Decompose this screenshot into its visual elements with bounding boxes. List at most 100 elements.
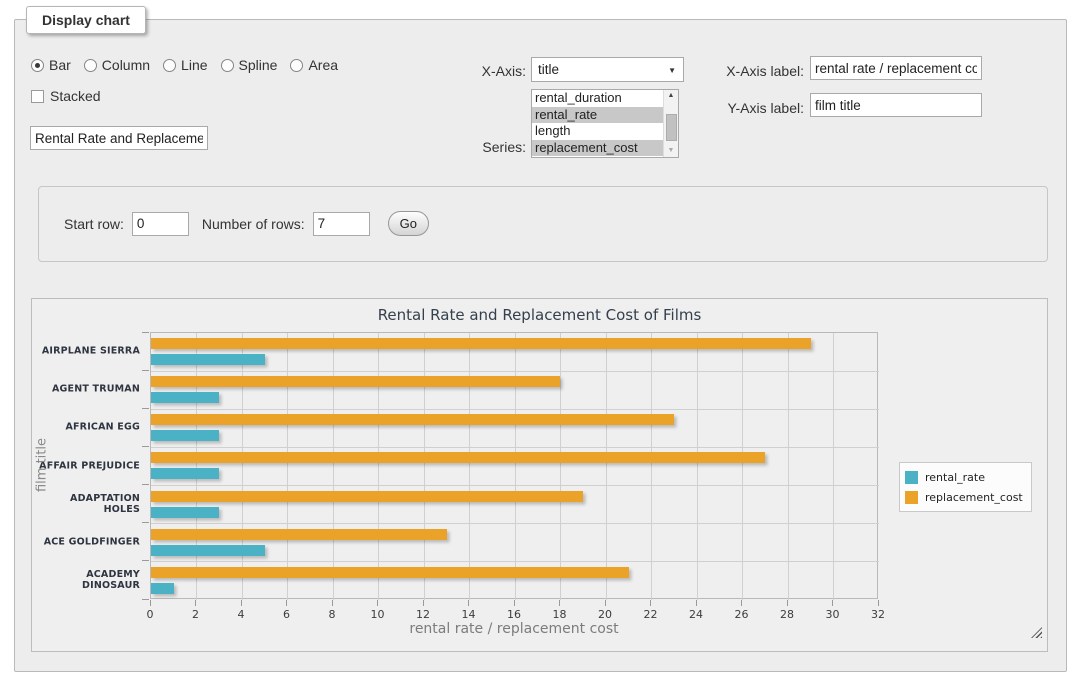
legend-label: replacement_cost bbox=[925, 491, 1023, 504]
gridline-vertical bbox=[833, 333, 834, 600]
bar-replacement_cost bbox=[151, 338, 811, 349]
x-tick-mark bbox=[696, 600, 697, 606]
gridline-horizontal bbox=[151, 447, 879, 448]
y-axis-label-input[interactable] bbox=[810, 93, 982, 117]
num-rows-input[interactable] bbox=[313, 212, 370, 236]
bar-rental_rate bbox=[151, 392, 219, 403]
x-tick-mark bbox=[741, 600, 742, 606]
series-select-label: Series: bbox=[415, 139, 526, 155]
y-tick-mark bbox=[142, 560, 149, 561]
bar-replacement_cost bbox=[151, 491, 583, 502]
chart-type-radio-column[interactable]: Column bbox=[84, 57, 150, 73]
category-label: ADAPTATION HOLES bbox=[32, 493, 140, 515]
category-label: AGENT TRUMAN bbox=[32, 384, 140, 395]
gridline-vertical bbox=[560, 333, 561, 600]
gridline-vertical bbox=[742, 333, 743, 600]
y-tick-mark bbox=[142, 484, 149, 485]
scroll-down-icon[interactable]: ▼ bbox=[664, 145, 678, 157]
series-option-rental_rate[interactable]: rental_rate bbox=[532, 107, 678, 124]
page: Display chart BarColumnLineSplineArea St… bbox=[0, 0, 1081, 681]
x-tick-label: 32 bbox=[863, 608, 893, 621]
stacked-checkbox[interactable] bbox=[31, 90, 44, 103]
x-tick-label: 18 bbox=[545, 608, 575, 621]
series-option-rental_duration[interactable]: rental_duration bbox=[532, 90, 678, 107]
x-axis-label-input[interactable] bbox=[810, 56, 982, 80]
chart-type-radio-group: Bar Column Line Spline Area bbox=[31, 57, 338, 73]
x-tick-label: 4 bbox=[226, 608, 256, 621]
y-axis-title: film title bbox=[35, 438, 50, 492]
x-axis-label-label: X-Axis label: bbox=[663, 63, 804, 79]
chart-type-radio-spline[interactable]: Spline bbox=[221, 57, 278, 73]
gridline-vertical bbox=[196, 333, 197, 600]
x-tick-mark bbox=[377, 600, 378, 606]
bar-rental_rate bbox=[151, 354, 265, 365]
bar-replacement_cost bbox=[151, 529, 447, 540]
legend-label: rental_rate bbox=[925, 471, 985, 484]
start-row-input[interactable] bbox=[132, 212, 189, 236]
x-tick-label: 28 bbox=[772, 608, 802, 621]
series-option-replacement_cost[interactable]: replacement_cost bbox=[532, 140, 678, 157]
legend-swatch-icon bbox=[905, 471, 918, 484]
chart-legend: rental_rate replacement_cost bbox=[899, 462, 1032, 512]
x-tick-mark bbox=[423, 600, 424, 606]
bar-rental_rate bbox=[151, 468, 219, 479]
radio-icon[interactable] bbox=[163, 59, 176, 72]
legend-swatch-icon bbox=[905, 491, 918, 504]
gridline-vertical bbox=[378, 333, 379, 600]
y-tick-mark bbox=[142, 446, 149, 447]
gridline-horizontal bbox=[151, 409, 879, 410]
x-axis-select-label: X-Axis: bbox=[415, 63, 526, 79]
radio-icon[interactable] bbox=[290, 59, 303, 72]
series-option-length[interactable]: length bbox=[532, 123, 678, 140]
x-tick-label: 16 bbox=[499, 608, 529, 621]
x-tick-mark bbox=[286, 600, 287, 606]
legend-item-replacement_cost: replacement_cost bbox=[905, 487, 1023, 507]
bar-rental_rate bbox=[151, 545, 265, 556]
x-tick-mark bbox=[195, 600, 196, 606]
stacked-checkbox-row[interactable]: Stacked bbox=[31, 88, 101, 104]
gridline-horizontal bbox=[151, 561, 879, 562]
scrollbar-thumb[interactable] bbox=[666, 114, 677, 141]
chart-type-radio-line[interactable]: Line bbox=[163, 57, 207, 73]
x-tick-label: 2 bbox=[181, 608, 211, 621]
x-tick-mark bbox=[650, 600, 651, 606]
gridline-vertical bbox=[333, 333, 334, 600]
gridline-horizontal bbox=[151, 371, 879, 372]
x-tick-label: 8 bbox=[317, 608, 347, 621]
x-tick-mark bbox=[332, 600, 333, 606]
y-tick-mark bbox=[142, 408, 149, 409]
x-tick-mark bbox=[150, 600, 151, 606]
gridline-vertical bbox=[287, 333, 288, 600]
x-axis-select[interactable]: title ▼ bbox=[531, 57, 684, 82]
chart-title-input[interactable] bbox=[30, 126, 208, 150]
gridline-horizontal bbox=[151, 485, 879, 486]
x-tick-mark bbox=[878, 600, 879, 606]
chart-type-radio-area[interactable]: Area bbox=[290, 57, 338, 73]
go-button[interactable]: Go bbox=[388, 211, 429, 236]
bar-rental_rate bbox=[151, 583, 174, 594]
x-tick-label: 30 bbox=[818, 608, 848, 621]
chart-type-radio-bar[interactable]: Bar bbox=[31, 57, 71, 73]
gridline-vertical bbox=[469, 333, 470, 600]
radio-icon[interactable] bbox=[31, 59, 44, 72]
display-chart-fieldset: Display chart BarColumnLineSplineArea St… bbox=[14, 19, 1067, 672]
rows-panel-content: Start row: Number of rows: Go bbox=[64, 211, 429, 236]
x-tick-label: 24 bbox=[681, 608, 711, 621]
resize-handle-icon[interactable] bbox=[1031, 627, 1042, 638]
x-tick-label: 10 bbox=[363, 608, 393, 621]
bar-replacement_cost bbox=[151, 414, 674, 425]
radio-icon[interactable] bbox=[221, 59, 234, 72]
x-axis-select-value: title bbox=[538, 62, 559, 77]
start-row-label: Start row: bbox=[64, 216, 124, 232]
x-tick-mark bbox=[787, 600, 788, 606]
x-tick-mark bbox=[605, 600, 606, 606]
x-axis-title: rental rate / replacement cost bbox=[150, 621, 878, 637]
x-tick-label: 6 bbox=[272, 608, 302, 621]
radio-icon[interactable] bbox=[84, 59, 97, 72]
x-tick-mark bbox=[559, 600, 560, 606]
x-tick-label: 14 bbox=[454, 608, 484, 621]
gridline-vertical bbox=[651, 333, 652, 600]
x-tick-mark bbox=[832, 600, 833, 606]
series-listbox[interactable]: rental_durationrental_ratelengthreplacem… bbox=[531, 89, 679, 158]
bar-replacement_cost bbox=[151, 567, 629, 578]
